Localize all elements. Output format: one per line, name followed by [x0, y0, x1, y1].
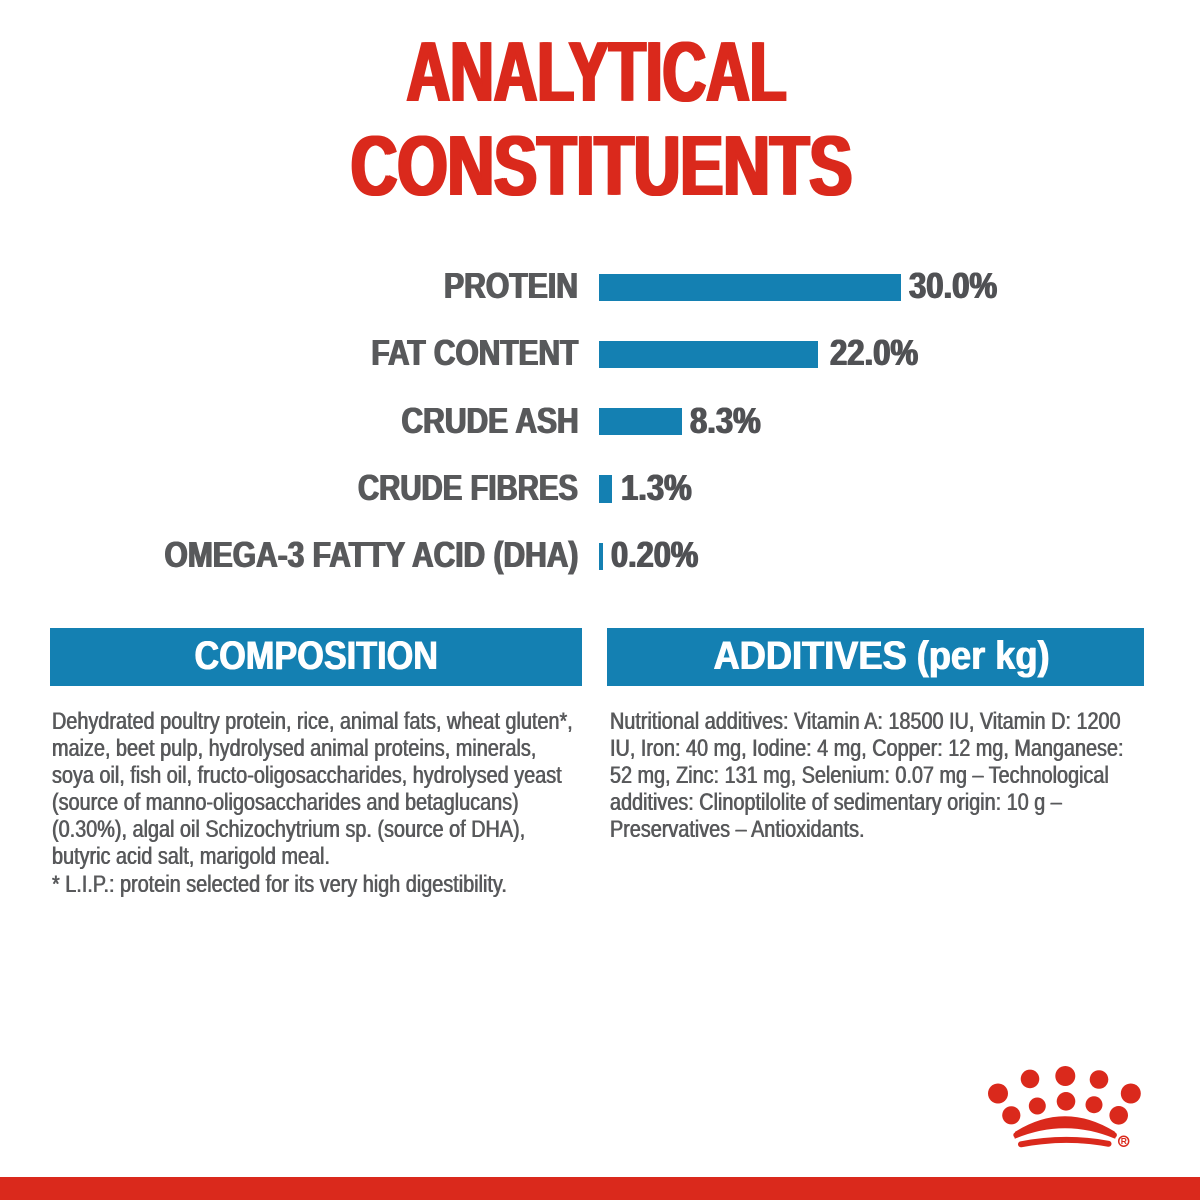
svg-text:R: R: [1121, 1136, 1127, 1146]
